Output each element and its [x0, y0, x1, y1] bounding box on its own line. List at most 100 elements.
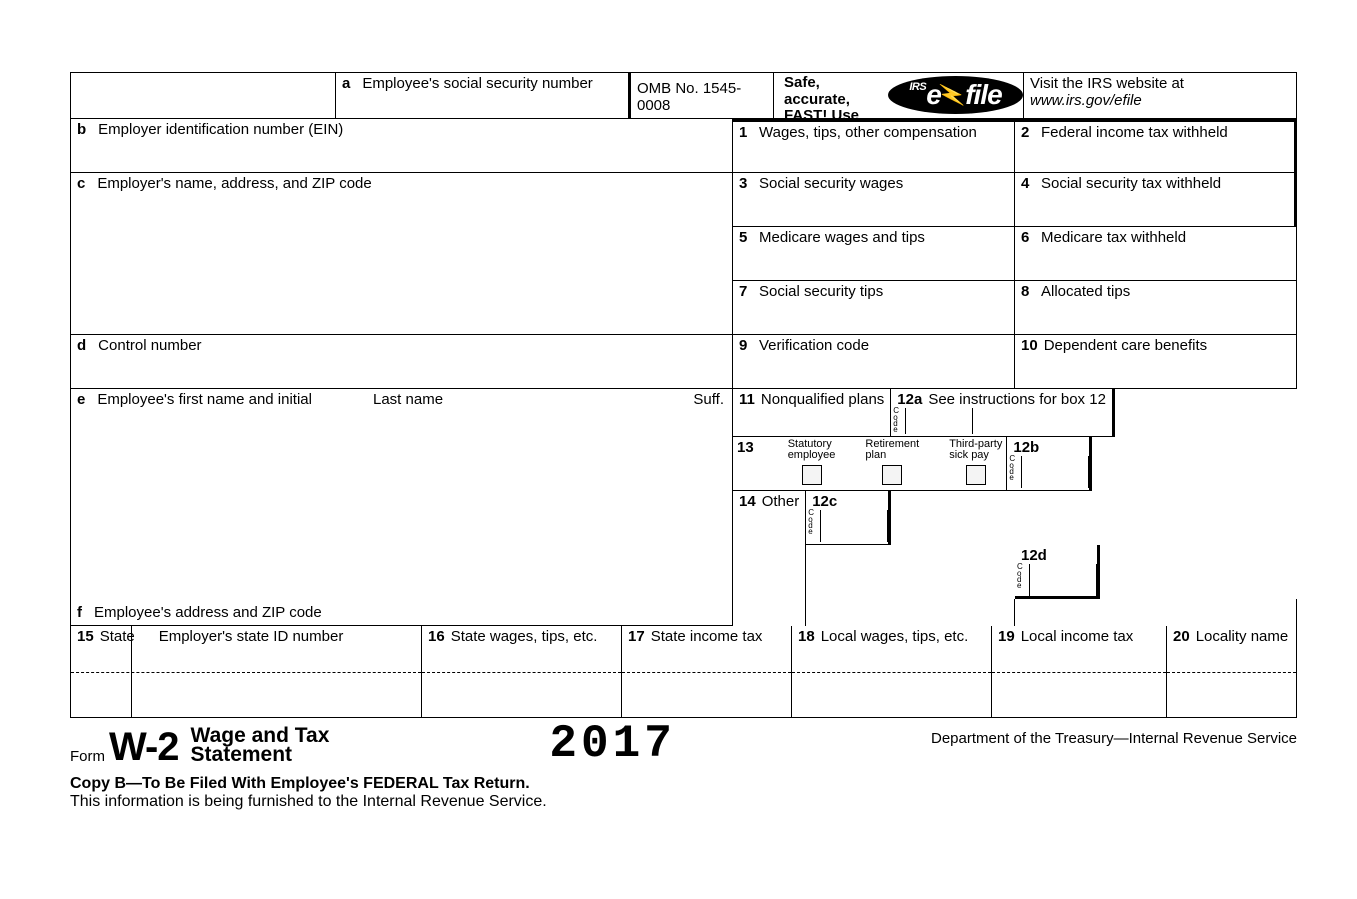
- box-10: 10Dependent care benefits: [1015, 335, 1297, 389]
- box-6-label: Medicare tax withheld: [1041, 229, 1186, 246]
- box-2-label: Federal income tax withheld: [1041, 124, 1228, 141]
- box-20: 20Locality name: [1167, 626, 1297, 718]
- box-12a-label: See instructions for box 12: [928, 391, 1106, 408]
- row-12d: 12d Code: [733, 545, 1297, 599]
- box-3: 3Social security wages: [733, 173, 1015, 227]
- box-16-label: State wages, tips, etc.: [451, 628, 598, 645]
- box-4-label: Social security tax withheld: [1041, 175, 1221, 192]
- row-1-2: 1Wages, tips, other compensation 2Federa…: [733, 119, 1297, 173]
- box-void: [70, 72, 336, 119]
- row-3-4: 3Social security wages 4Social security …: [733, 173, 1297, 227]
- omb-number: OMB No. 1545-0008: [637, 80, 773, 114]
- box-d-label: Control number: [98, 337, 201, 354]
- row-filler: [733, 599, 1297, 626]
- box-7-label: Social security tips: [759, 283, 883, 300]
- box-8: 8Allocated tips: [1015, 281, 1297, 335]
- tax-year: 2017: [549, 724, 675, 765]
- code-label-12b: Code: [1007, 456, 1021, 488]
- box-7: 7Social security tips: [733, 281, 1015, 335]
- box-18: 18Local wages, tips, etc.: [792, 626, 992, 718]
- box-15-id: Employer's state ID number: [159, 628, 344, 645]
- box-9: 9Verification code: [733, 335, 1015, 389]
- visit-line2: www.irs.gov/efile: [1030, 92, 1290, 109]
- checkbox-retirement[interactable]: [882, 465, 902, 485]
- code-label-12d: Code: [1015, 564, 1029, 596]
- wage-line2: Statement: [191, 745, 330, 765]
- box-13-retirement: Retirement plan: [865, 439, 919, 485]
- box-19: 19Local income tax: [992, 626, 1167, 718]
- box-e-suff: Suff.: [693, 391, 724, 408]
- code-label-12a: Code: [891, 408, 905, 434]
- box-5: 5Medicare wages and tips: [733, 227, 1015, 281]
- footer: Form W-2 Wage and Tax Statement 2017 Dep…: [70, 724, 1297, 811]
- box-13: 13 Statutory employee Retirement plan Th…: [733, 437, 1007, 491]
- wage-line1: Wage and Tax: [191, 726, 330, 746]
- irs-website-box: Visit the IRS website at www.irs.gov/efi…: [1024, 72, 1297, 119]
- safe-line1: Safe, accurate,: [784, 75, 878, 108]
- row-5-6: 5Medicare wages and tips 6Medicare tax w…: [733, 227, 1297, 281]
- box-14-label: Other: [762, 493, 800, 510]
- box-10-label: Dependent care benefits: [1044, 337, 1207, 354]
- copy-b-line: Copy B—To Be Filed With Employee's FEDER…: [70, 775, 1297, 793]
- department: Department of the Treasury—Internal Reve…: [931, 730, 1297, 747]
- w2-form-page: aEmployee's social security number OMB N…: [0, 0, 1357, 899]
- box-e-last: Last name: [373, 391, 443, 408]
- box-e-first: Employee's first name and initial: [97, 391, 312, 408]
- box-4: 4Social security tax withheld: [1015, 173, 1297, 227]
- right-column: 1Wages, tips, other compensation 2Federa…: [733, 119, 1297, 626]
- box-9-label: Verification code: [759, 337, 869, 354]
- furnish-line: This information is being furnished to t…: [70, 793, 1297, 811]
- efile-irs: IRS: [909, 81, 926, 93]
- box-b-ein: bEmployer identification number (EIN): [70, 119, 733, 173]
- box-d-control: dControl number: [70, 335, 733, 389]
- box-11-label: Nonqualified plans: [761, 391, 884, 408]
- box-13-statutory: Statutory employee: [788, 439, 836, 485]
- efile-file: file: [965, 79, 1001, 111]
- box-8-label: Allocated tips: [1041, 283, 1130, 300]
- efile-logo: IRS e ⚡ file: [888, 76, 1023, 114]
- checkbox-thirdparty[interactable]: [966, 465, 986, 485]
- code-label-12c: Code: [806, 510, 820, 542]
- box-3-label: Social security wages: [759, 175, 903, 192]
- row-13-12b: 13 Statutory employee Retirement plan Th…: [733, 437, 1297, 491]
- box-5-label: Medicare wages and tips: [759, 229, 925, 246]
- box-19-label: Local income tax: [1021, 628, 1134, 645]
- box-c-label: Employer's name, address, and ZIP code: [97, 175, 371, 192]
- box-1: 1Wages, tips, other compensation: [733, 119, 1015, 173]
- box-15-state: State: [100, 628, 135, 645]
- box-17: 17State income tax: [622, 626, 792, 718]
- row-11-12a: 11Nonqualified plans 12aSee instructions…: [733, 389, 1297, 437]
- box-e-f-employee: eEmployee's first name and initial Last …: [70, 389, 733, 626]
- box-12b: 12b Code: [1007, 437, 1092, 491]
- header-row: aEmployee's social security number OMB N…: [70, 72, 1297, 119]
- visit-line1: Visit the IRS website at: [1030, 75, 1290, 92]
- box-12c: 12c Code: [806, 491, 891, 545]
- form-number: W-2: [109, 729, 179, 765]
- box-18-label: Local wages, tips, etc.: [821, 628, 969, 645]
- state-local-row: 15StateEmployer's state ID number 16Stat…: [70, 626, 1297, 718]
- box-a-ssn: aEmployee's social security number: [336, 72, 631, 119]
- box-a-label: Employee's social security number: [362, 75, 592, 92]
- row-9-10: 9Verification code 10Dependent care bene…: [733, 335, 1297, 389]
- main-grid: bEmployer identification number (EIN) cE…: [70, 119, 1297, 626]
- form-grid: aEmployee's social security number OMB N…: [70, 72, 1297, 811]
- omb-box: OMB No. 1545-0008: [631, 72, 774, 119]
- box-f-label: Employee's address and ZIP code: [94, 604, 322, 621]
- checkbox-statutory[interactable]: [802, 465, 822, 485]
- box-2: 2Federal income tax withheld: [1015, 119, 1297, 173]
- form-word: Form: [70, 748, 105, 765]
- left-column: bEmployer identification number (EIN) cE…: [70, 119, 733, 626]
- row-7-8: 7Social security tips 8Allocated tips: [733, 281, 1297, 335]
- box-17-label: State income tax: [651, 628, 763, 645]
- row-14-12c: 14Other 12c Code: [733, 491, 1297, 545]
- box-6: 6Medicare tax withheld: [1015, 227, 1297, 281]
- box-12b-label: 12b: [1013, 439, 1039, 456]
- box-15: 15StateEmployer's state ID number: [70, 626, 422, 718]
- box-16: 16State wages, tips, etc.: [422, 626, 622, 718]
- box-12d-label: 12d: [1021, 547, 1047, 564]
- box-12c-label: 12c: [812, 493, 837, 510]
- box-20-label: Locality name: [1196, 628, 1289, 645]
- box-b-label: Employer identification number (EIN): [98, 121, 343, 138]
- box-13-thirdparty: Third-party sick pay: [949, 439, 1002, 485]
- box-1-label: Wages, tips, other compensation: [759, 124, 977, 141]
